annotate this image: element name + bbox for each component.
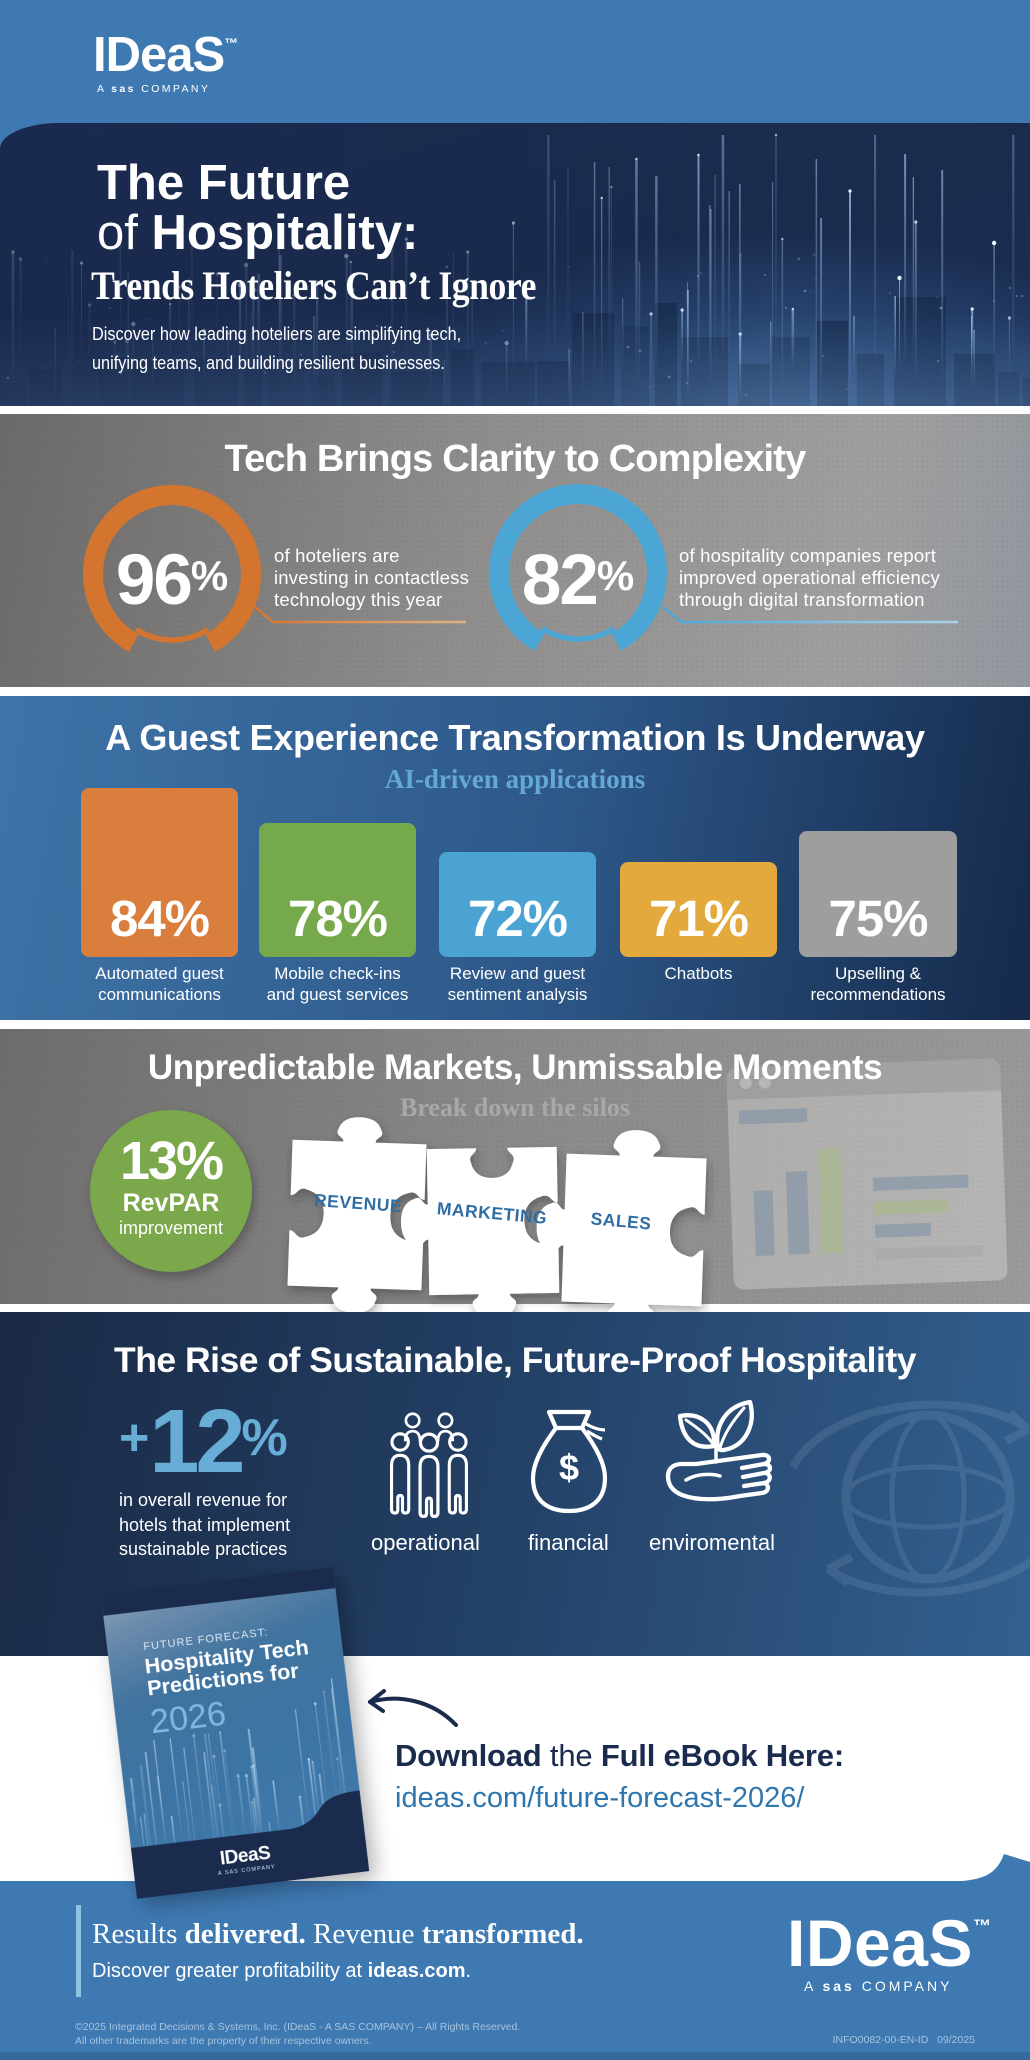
svg-text:$: $	[559, 1447, 579, 1488]
svg-text:2026: 2026	[148, 1695, 228, 1742]
